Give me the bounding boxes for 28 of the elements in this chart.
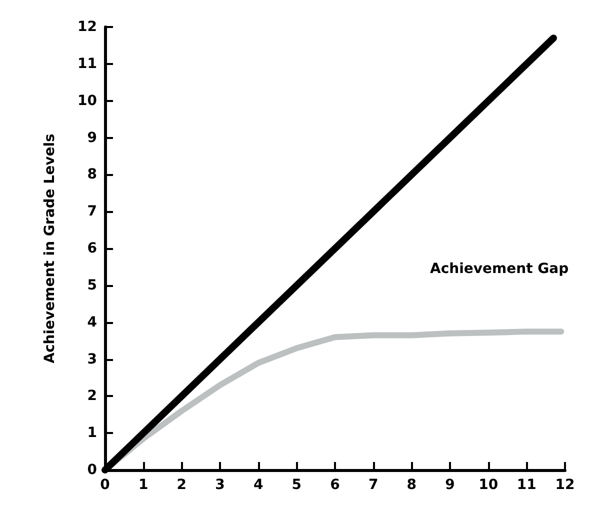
y-tick-label: 7 bbox=[87, 204, 97, 220]
x-tick-label: 0 bbox=[100, 477, 110, 493]
x-tick-label: 6 bbox=[330, 477, 340, 493]
x-tick-label: 9 bbox=[445, 477, 455, 493]
x-tick-label: 5 bbox=[292, 477, 302, 493]
x-tick-label: 11 bbox=[516, 477, 536, 493]
y-tick-label: 1 bbox=[87, 425, 97, 442]
y-tick-label: 9 bbox=[87, 130, 97, 146]
annotation: Achievement Gap bbox=[430, 261, 569, 277]
x-tick-label: 2 bbox=[176, 477, 187, 493]
y-tick-label: 4 bbox=[87, 314, 98, 330]
y-tick-label: 3 bbox=[87, 351, 97, 368]
y-tick-label: 12 bbox=[78, 19, 97, 35]
x-tick-label: 1 bbox=[138, 477, 148, 493]
y-tick-label: 11 bbox=[78, 56, 97, 72]
y-tick-label: 0 bbox=[87, 462, 98, 478]
y-tick-label: 10 bbox=[78, 92, 98, 109]
y-tick-label: 5 bbox=[87, 277, 97, 294]
y-tick-label: 2 bbox=[87, 388, 97, 404]
x-tick-label: 4 bbox=[253, 477, 264, 493]
x-tick-label: 7 bbox=[368, 477, 378, 493]
y-tick-label: 6 bbox=[87, 240, 97, 256]
x-tick-label: 10 bbox=[478, 477, 498, 493]
x-tick-label: 12 bbox=[555, 477, 575, 493]
x-tick-label: 8 bbox=[406, 477, 417, 493]
x-tick-label: 3 bbox=[215, 477, 225, 493]
y-tick-label: 8 bbox=[87, 166, 97, 183]
y-axis-title: Achievement in Grade Levels bbox=[42, 134, 58, 364]
